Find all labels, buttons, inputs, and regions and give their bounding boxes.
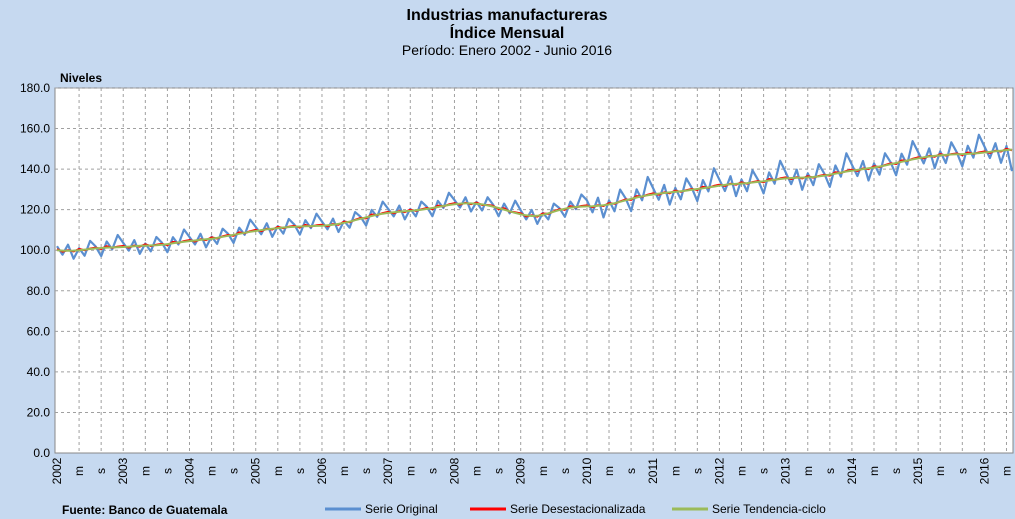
x-tick-label: 2002 (50, 457, 64, 484)
y-tick-label: 60.0 (27, 324, 51, 338)
x-tick-label: s (492, 468, 506, 474)
y-tick-label: 0.0 (33, 446, 50, 460)
x-tick-label: 2016 (977, 457, 991, 484)
x-tick-label: s (425, 468, 439, 474)
x-tick-label: m (205, 466, 219, 476)
y-tick-label: 160.0 (20, 122, 50, 136)
y-axis-label: Niveles (60, 71, 102, 85)
x-tick-label: m (933, 466, 947, 476)
x-tick-label: s (889, 468, 903, 474)
period: Período: Enero 2002 - Junio 2016 (402, 42, 612, 58)
source: Fuente: Banco de Guatemala (62, 503, 228, 517)
x-tick-label: s (624, 468, 638, 474)
x-tick-label: s (359, 468, 373, 474)
x-tick-label: 2004 (182, 457, 196, 484)
y-tick-label: 140.0 (20, 162, 50, 176)
x-tick-label: s (823, 468, 837, 474)
x-tick-label: m (72, 466, 86, 476)
x-tick-label: m (138, 466, 152, 476)
series-line (56, 148, 1013, 252)
y-tick-label: 120.0 (20, 203, 50, 217)
y-tick-label: 80.0 (27, 284, 51, 298)
x-tick-label: s (558, 468, 572, 474)
x-tick-label: m (999, 466, 1013, 476)
x-tick-label: 2012 (712, 457, 726, 484)
x-tick-label: 2013 (779, 457, 793, 484)
chart-subtitle: Índice Mensual (450, 23, 565, 42)
x-tick-label: s (160, 468, 174, 474)
x-tick-label: s (94, 468, 108, 474)
x-tick-label: s (227, 468, 241, 474)
x-tick-label: m (735, 466, 749, 476)
x-tick-label: s (690, 468, 704, 474)
plot-area (54, 87, 1014, 454)
legend-label: Serie Desestacionalizada (510, 502, 646, 516)
x-tick-label: m (271, 466, 285, 476)
x-tick-label: s (955, 468, 969, 474)
x-tick-label: 2006 (315, 457, 329, 484)
x-tick-label: 2008 (447, 457, 461, 484)
x-tick-label: m (801, 466, 815, 476)
x-tick-label: m (602, 466, 616, 476)
x-tick-label: m (337, 466, 351, 476)
x-tick-label: m (668, 466, 682, 476)
x-tick-label: 2015 (911, 457, 925, 484)
x-tick-label: 2007 (381, 457, 395, 484)
x-tick-label: s (757, 468, 771, 474)
y-tick-label: 40.0 (27, 365, 51, 379)
y-tick-label: 180.0 (20, 81, 50, 95)
x-tick-label: m (867, 466, 881, 476)
x-tick-label: 2014 (845, 457, 859, 484)
legend-label: Serie Tendencia-ciclo (712, 502, 826, 516)
x-tick-label: s (293, 468, 307, 474)
chart-title: Industrias manufactureras (407, 7, 608, 24)
x-tick-label: 2005 (249, 457, 263, 484)
x-tick-label: m (470, 466, 484, 476)
x-tick-label: m (536, 466, 550, 476)
y-tick-label: 100.0 (20, 243, 50, 257)
y-tick-label: 20.0 (27, 405, 51, 419)
x-tick-label: 2010 (580, 457, 594, 484)
x-tick-label: 2003 (116, 457, 130, 484)
x-tick-label: 2011 (646, 458, 660, 484)
x-tick-label: 2009 (514, 457, 528, 484)
legend-label: Serie Original (365, 502, 438, 516)
x-tick-label: m (403, 466, 417, 476)
